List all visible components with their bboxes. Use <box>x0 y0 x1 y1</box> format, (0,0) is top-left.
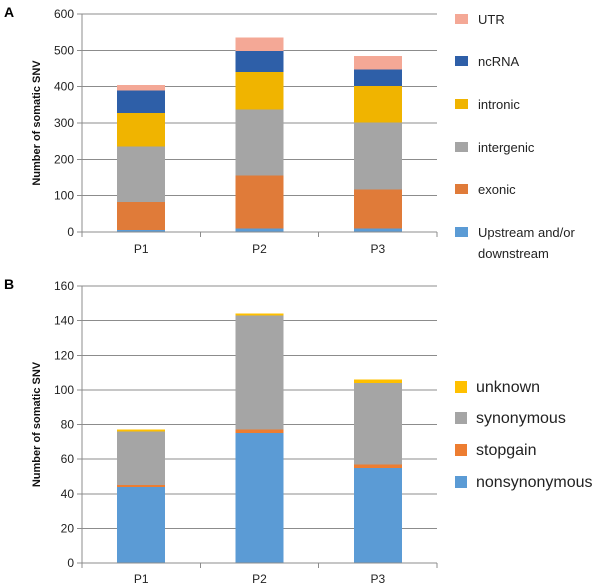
panel-a-legend: Upstream and/or downstream exonic intergeni… <box>455 12 575 261</box>
panel-a-bar-intronic-p2 <box>235 72 284 110</box>
panel-b-bar-synonymous-p3 <box>353 382 402 465</box>
panel-a-bar-ncrna-p1 <box>117 90 166 113</box>
panel-b-legend-label-stopgain: stopgain <box>476 442 537 459</box>
panel-b-y-tick-label: 120 <box>54 348 74 362</box>
panel-b-bar-nonsynonymous-p3 <box>353 467 402 563</box>
panel-b-legend-swatch-nonsynonymous <box>455 476 467 488</box>
panel-a-x-ticks: P1 P2 P3 <box>134 242 386 256</box>
panel-b-legend-swatch-stopgain <box>455 444 467 456</box>
panel-a-y-tick-label: 0 <box>67 225 74 239</box>
panel-b-bars <box>117 313 402 563</box>
panel-a-chart: A 0 100 200 300 400 500 600 P1 P2 P3 Number of s… <box>4 4 575 261</box>
panel-a-bar-intronic-p3 <box>353 85 402 123</box>
panel-a-legend-swatch-ncrna <box>455 56 468 66</box>
panel-a-legend-label-intergenic: intergenic <box>478 140 535 155</box>
panel-b-chart: B 0 20 40 60 80 100 120 140 160 P1 P2 P3 Number of… <box>4 276 593 586</box>
panel-a-y-tick-label: 400 <box>54 80 74 94</box>
panel-b-legend-label-nonsynonymous: nonsynonymous <box>476 474 593 491</box>
panel-a-bar-utr-p2 <box>235 37 284 52</box>
panel-b-x-tick-label: P3 <box>370 572 385 586</box>
panel-a-y-tick-label: 100 <box>54 189 74 203</box>
panel-a-bars <box>117 37 402 232</box>
panel-a-bar-exonic-p3 <box>353 189 402 229</box>
panel-a-x-tick-label: P3 <box>370 242 385 256</box>
panel-a-axes <box>77 13 438 237</box>
panel-b-bar-synonymous-p2 <box>235 315 284 430</box>
panel-b-y-ticks: 0 20 40 60 80 100 120 140 160 <box>54 279 74 570</box>
panel-a-bar-utr-p1 <box>117 84 166 91</box>
panel-b-bar-unknown-p2 <box>235 313 284 316</box>
panel-b-x-ticks: P1 P2 P3 <box>134 572 386 586</box>
panel-b-bar-stopgain-p3 <box>353 464 402 468</box>
panel-a-bar-exonic-p2 <box>235 175 284 229</box>
panel-b-legend-swatch-unknown <box>455 381 467 393</box>
panel-b-legend-label-unknown: unknown <box>476 379 540 396</box>
panel-b-bar-nonsynonymous-p1 <box>117 486 166 563</box>
panel-b-bar-stopgain-p2 <box>235 429 284 434</box>
panel-a-y-tick-label: 500 <box>54 43 74 57</box>
panel-a-x-tick-label: P1 <box>134 242 149 256</box>
panel-b-legend: nonsynonymous stopgain synonymous unknown <box>455 379 593 491</box>
panel-a-bar-intergenic-p3 <box>353 122 402 190</box>
panel-b-x-tick-label: P1 <box>134 572 149 586</box>
panel-a-bar-upstream-and-or-downstream-p3 <box>353 228 402 232</box>
panel-b-letter: B <box>4 276 14 292</box>
panel-a-bar-intronic-p1 <box>117 112 166 147</box>
panel-b-x-tick-label: P2 <box>252 572 267 586</box>
panel-a-legend-swatch-upstream-and-or-downstream <box>455 227 468 237</box>
panel-b-y-tick-label: 40 <box>61 487 75 501</box>
panel-b-axes <box>77 285 438 568</box>
panel-a-bar-utr-p3 <box>353 55 402 70</box>
panel-a-legend-label-ncrna: ncRNA <box>478 54 520 69</box>
panel-a-legend-swatch-intergenic <box>455 142 468 152</box>
panel-b-y-tick-label: 20 <box>61 521 75 535</box>
panel-a-x-tick-label: P2 <box>252 242 267 256</box>
panel-a-y-ticks: 0 100 200 300 400 500 600 <box>54 7 74 239</box>
panel-b-y-tick-label: 80 <box>61 418 75 432</box>
panel-b-bar-unknown-p3 <box>353 379 402 383</box>
panel-b-y-tick-label: 60 <box>61 452 75 466</box>
panel-a-y-tick-label: 300 <box>54 116 74 130</box>
panel-b-bar-unknown-p1 <box>117 429 166 432</box>
panel-b-y-tick-label: 100 <box>54 383 74 397</box>
panel-a-legend-swatch-intronic <box>455 99 468 109</box>
panel-b-legend-swatch-synonymous <box>455 412 467 424</box>
panel-b-bar-synonymous-p1 <box>117 431 166 486</box>
panel-a-legend-label-exonic: exonic <box>478 182 516 197</box>
panel-a-legend-label-utr: UTR <box>478 12 505 27</box>
panel-a-legend-swatch-exonic <box>455 184 468 194</box>
panel-b-bar-stopgain-p1 <box>117 485 166 487</box>
panel-a-legend-swatch-utr <box>455 14 468 24</box>
panel-b-y-tick-label: 140 <box>54 314 74 328</box>
panel-b-y-tick-label: 160 <box>54 279 74 293</box>
panel-b-bar-nonsynonymous-p2 <box>235 433 284 563</box>
panel-a-bar-upstream-and-or-downstream-p2 <box>235 228 284 232</box>
panel-a-letter: A <box>4 4 14 20</box>
panel-b-y-tick-label: 0 <box>67 556 74 570</box>
panel-a-bar-intergenic-p1 <box>117 146 166 202</box>
panel-a-bar-ncrna-p2 <box>235 51 284 73</box>
panel-a-legend-label-intronic: intronic <box>478 97 520 112</box>
panel-a-legend-label-upstream-and-or-downstream: Upstream and/or downstream <box>478 225 575 261</box>
panel-a-y-tick-label: 600 <box>54 7 74 21</box>
panel-a-bar-intergenic-p2 <box>235 109 284 176</box>
panel-a-bar-upstream-and-or-downstream-p1 <box>117 230 166 232</box>
panel-b-legend-label-synonymous: synonymous <box>476 410 566 427</box>
panel-a-y-axis-label: Number of somatic SNV <box>31 60 43 186</box>
panel-b-y-axis-label: Number of somatic SNV <box>31 361 43 487</box>
panel-a-y-tick-label: 200 <box>54 152 74 166</box>
panel-a-bar-exonic-p1 <box>117 201 166 231</box>
panel-a-bar-ncrna-p3 <box>353 69 402 86</box>
